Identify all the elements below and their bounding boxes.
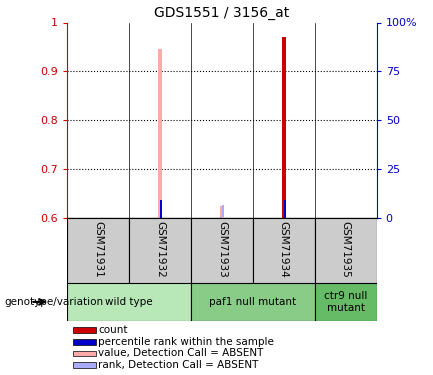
Bar	[282, 37, 285, 218]
Bar	[73, 327, 96, 333]
Bar	[253, 217, 315, 283]
Bar	[191, 283, 315, 321]
Text: GSM71933: GSM71933	[217, 221, 227, 278]
Bar	[191, 217, 253, 283]
Bar	[67, 283, 191, 321]
Bar	[67, 217, 129, 283]
Bar	[284, 200, 286, 217]
Bar	[158, 50, 162, 217]
Text: GSM71934: GSM71934	[279, 221, 289, 278]
Bar	[129, 217, 191, 283]
Text: wild type: wild type	[105, 297, 153, 307]
Text: count: count	[98, 325, 128, 335]
Text: paf1 null mutant: paf1 null mutant	[209, 297, 297, 307]
Bar	[315, 283, 377, 321]
Text: rank, Detection Call = ABSENT: rank, Detection Call = ABSENT	[98, 360, 259, 370]
Bar	[73, 362, 96, 368]
Text: GSM71931: GSM71931	[93, 221, 103, 278]
Bar	[73, 339, 96, 345]
Bar	[73, 351, 96, 356]
Text: ctr9 null
mutant: ctr9 null mutant	[324, 291, 368, 313]
Text: percentile rank within the sample: percentile rank within the sample	[98, 337, 274, 347]
Title: GDS1551 / 3156_at: GDS1551 / 3156_at	[154, 6, 290, 20]
Bar	[315, 217, 377, 283]
Bar	[160, 200, 162, 217]
Text: GSM71932: GSM71932	[155, 221, 165, 278]
Bar	[220, 206, 222, 218]
Text: genotype/variation: genotype/variation	[4, 297, 103, 307]
Bar	[222, 206, 224, 218]
Text: GSM71935: GSM71935	[341, 221, 351, 278]
Text: value, Detection Call = ABSENT: value, Detection Call = ABSENT	[98, 348, 263, 358]
